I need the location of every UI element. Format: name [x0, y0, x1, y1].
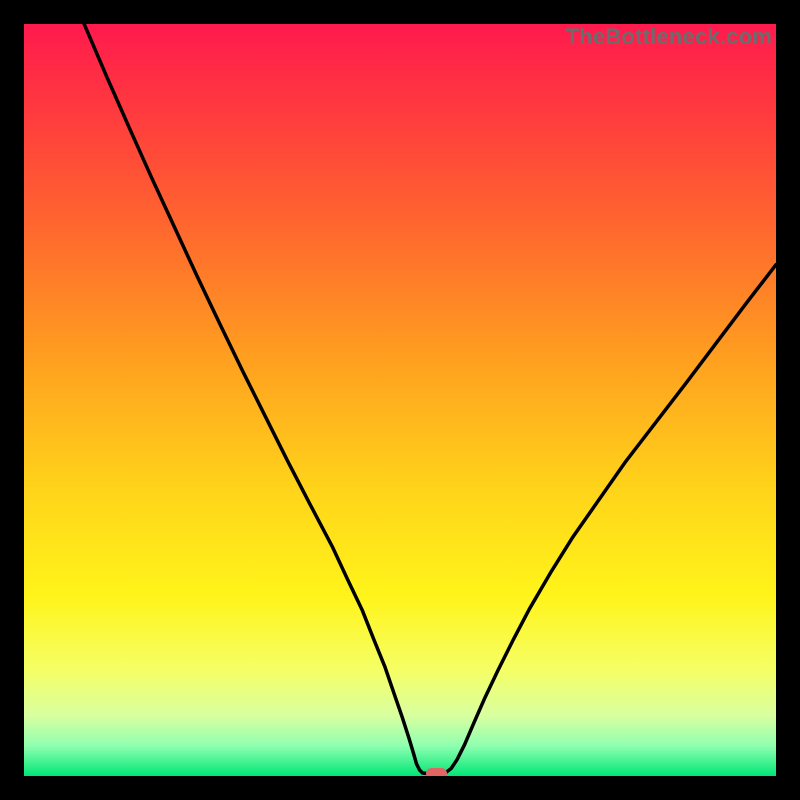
- chart-frame: TheBottleneck.com: [0, 0, 800, 800]
- bottleneck-curve: [24, 24, 776, 776]
- plot-area: TheBottleneck.com: [24, 24, 776, 776]
- optimal-point-marker: [426, 768, 447, 776]
